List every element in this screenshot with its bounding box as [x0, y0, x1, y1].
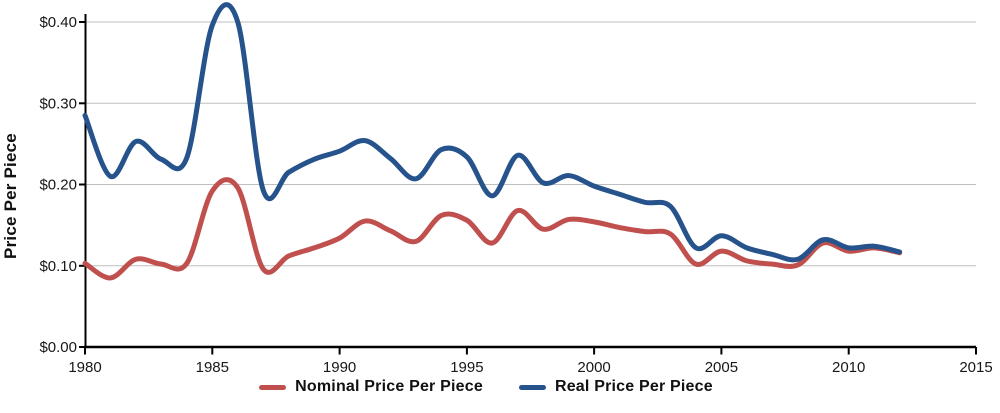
y-tick-label: $0.10: [39, 258, 77, 275]
real-line-marker: [518, 384, 546, 390]
x-tick-label: 1980: [68, 359, 101, 376]
y-tick-label: $0.00: [39, 339, 77, 356]
x-tick-label: 2015: [959, 359, 992, 376]
x-tick-label: 2010: [832, 359, 865, 376]
y-tick-label: $0.40: [39, 14, 77, 31]
real-price-line: [82, 2, 903, 263]
legend-label-nominal: Nominal Price Per Piece: [295, 378, 483, 395]
x-tick-label: 1995: [450, 359, 483, 376]
legend-label-real: Real Price Per Piece: [554, 378, 713, 395]
nominal-price-line: [82, 177, 903, 281]
nominal-line-marker: [259, 384, 287, 390]
chart-legend: Nominal Price Per Piece Real Price Per P…: [0, 378, 986, 396]
x-tick-label: 2000: [577, 359, 610, 376]
y-axis-title: Price Per Piece: [1, 133, 20, 259]
y-tick-label: $0.20: [39, 177, 77, 194]
y-tick-label: $0.30: [39, 95, 77, 112]
legend-item-real: Real Price Per Piece: [518, 378, 713, 396]
legend-item-nominal: Nominal Price Per Piece: [259, 378, 483, 396]
x-tick-label: 1985: [196, 359, 229, 376]
x-tick-label: 1990: [323, 359, 356, 376]
x-tick-label: 2005: [705, 359, 738, 376]
